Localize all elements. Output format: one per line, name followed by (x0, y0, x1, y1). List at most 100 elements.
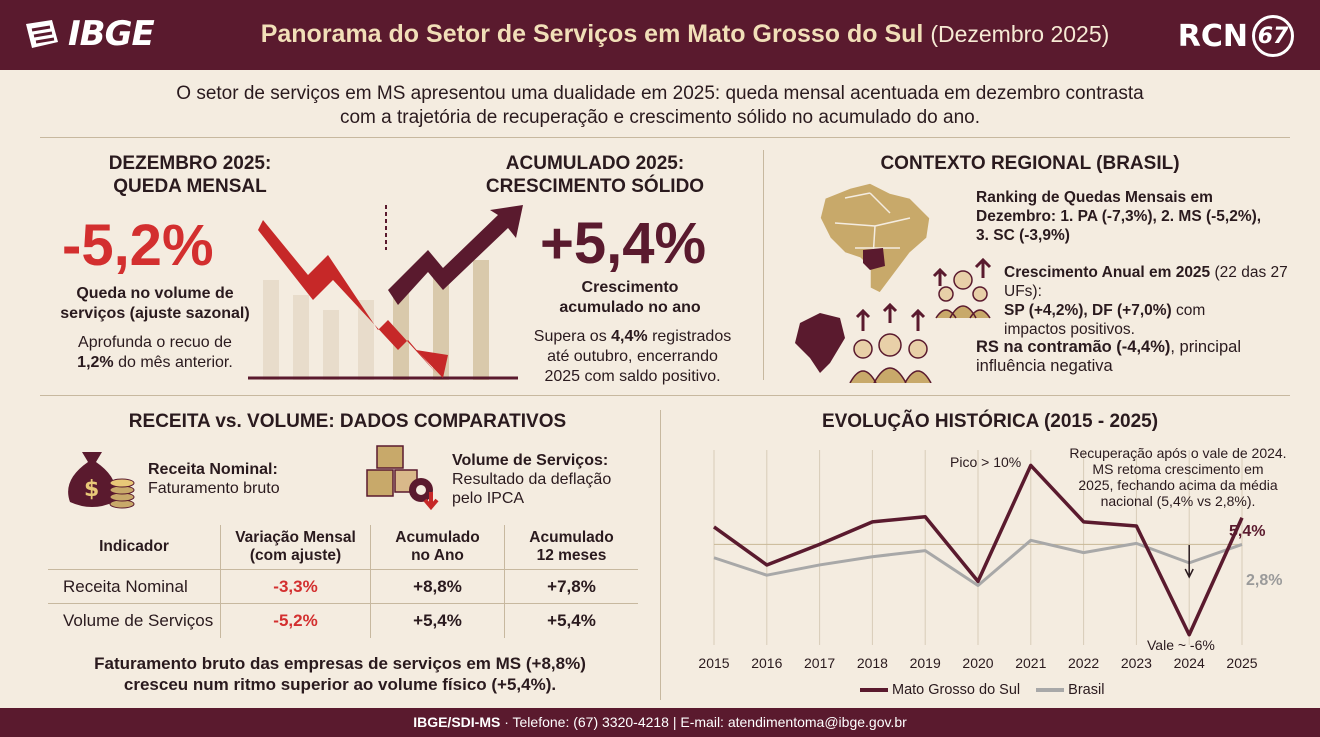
intro-line-2: com a trajetória de recuperação e cresci… (339, 107, 981, 128)
intro-line-1: O setor de serviços em MS apresentou uma… (176, 83, 1144, 104)
contexto-title: CONTEXTO REGIONAL (BRASIL) (880, 153, 1180, 174)
acumulado-note-line3: 2025 com saldo positivo. (544, 368, 721, 385)
ranking-line1: Ranking de Quedas Mensais em (976, 189, 1213, 206)
annotation-pico: Pico > 10% (950, 454, 1022, 470)
crescimento-rest: (22 das 27 UFs): (1004, 264, 1288, 300)
crescimento-text: Crescimento Anual em 2025 (22 das 27 UFs… (1004, 263, 1320, 339)
rcn-logo-text: RCN (1177, 18, 1248, 54)
legend-label-brasil: Brasil (1068, 682, 1105, 698)
table-header-row: Indicador Variação Mensal (com ajuste) Ac… (48, 525, 638, 570)
annotation-recuperacao: Recuperação após o vale de 2024. MS reto… (1058, 445, 1298, 509)
dezembro-desc: Queda no volume de serviços (ajuste sazo… (40, 284, 270, 324)
receita-summary: Faturamento bruto das empresas de serviç… (40, 653, 640, 695)
volume-desc-line2: pelo IPCA (452, 490, 525, 507)
x-tick-label: 2019 (910, 655, 941, 671)
annotation-recup-line3: 2025, fechando acima da média (1078, 477, 1278, 493)
table-cell-ano: +8,8% (370, 570, 504, 603)
volume-label: Volume de Serviços: (452, 452, 609, 469)
rcn-logo-number: 67 (1252, 15, 1294, 57)
annotation-vale: Vale ~ -6% (1147, 637, 1215, 653)
table-header-12meses-line2: 12 meses (536, 547, 607, 564)
receita-summary-line2: cresceu num ritmo superior ao volume fís… (123, 675, 557, 694)
legend-item-ms: Mato Grosso do Sul (860, 682, 1020, 698)
ibge-logo: IBGE (22, 14, 155, 54)
legend-label-ms: Mato Grosso do Sul (892, 682, 1021, 698)
receita-summary-line1: Faturamento bruto das empresas de serviç… (94, 654, 586, 673)
ibge-logo-text: IBGE (68, 14, 155, 54)
table-header-ano-line2: no Ano (411, 547, 464, 564)
x-tick-label: 2021 (1015, 655, 1046, 671)
ranking-text: Ranking de Quedas Mensais em Dezembro: 1… (976, 188, 1261, 245)
table-cell-name: Volume de Serviços (63, 611, 214, 630)
divider-vertical-bottom (660, 410, 661, 700)
table-cell-name: Receita Nominal (63, 576, 188, 596)
crescimento-line1: Crescimento Anual em 2025 (22 das 27 UFs… (1004, 263, 1320, 301)
dezembro-note-line1: Aprofunda o recuo de (78, 334, 232, 351)
people-growth-icon (932, 258, 992, 319)
rcn-logo: RCN 67 (1178, 15, 1294, 57)
table-cell-12meses: +7,8% (504, 570, 638, 603)
x-tick-label: 2018 (857, 655, 888, 671)
nominal-label: Receita Nominal: (148, 461, 278, 478)
header-bar: IBGE Panorama do Setor de Serviços em Ma… (0, 0, 1320, 70)
divider-vertical-top (763, 150, 764, 380)
acumulado-note-line1: Supera os 4,4% registrados (515, 327, 750, 347)
x-tick-label: 2023 (1121, 655, 1152, 671)
crescimento-line3: impactos positivos. (1004, 321, 1135, 338)
dezembro-note-bold: 1,2% (77, 354, 114, 371)
annotation-recup-line4: nacional (5,4% vs 2,8%). (1100, 493, 1256, 509)
rs-rest: , principal (1170, 338, 1241, 356)
crescimento-line2: SP (+4,2%), DF (+7,0%) com (1004, 301, 1320, 320)
up-arrow-icon (388, 205, 523, 305)
table-header-mensal-line2: (com ajuste) (249, 547, 342, 564)
rs-line2: influência negativa (976, 357, 1113, 375)
acumulado-note-post: registrados (647, 328, 732, 345)
x-tick-label: 2025 (1226, 655, 1257, 671)
nominal-desc: Faturamento bruto (148, 480, 280, 497)
rs-map-icon (795, 313, 845, 373)
crescimento-states: SP (+4,2%), DF (+7,0%) (1004, 302, 1172, 319)
acumulado-title: ACUMULADO 2025: CRESCIMENTO SÓLIDO (470, 152, 720, 198)
footer-bar: IBGE/SDI-MS · Telefone: (67) 3320-4218 |… (0, 708, 1320, 737)
table-header-ano-line1: Acumulado (395, 529, 480, 546)
legend-item-brasil: Brasil (1036, 682, 1104, 698)
annotation-recup-line2: MS retoma crescimento em (1092, 461, 1264, 477)
dezembro-note-line2: 1,2% do mês anterior. (40, 353, 270, 373)
crescimento-com: com (1171, 302, 1206, 319)
ranking-line2: Dezembro: 1. PA (-7,3%), 2. MS (-5,2%), (976, 208, 1262, 225)
footer-contact: · Telefone: (67) 3320-4218 | E-mail: ate… (500, 714, 907, 730)
table-cell-12meses: +5,4% (504, 604, 638, 638)
divider-top (40, 137, 1290, 138)
intro-text: O setor de serviços em MS apresentou uma… (70, 82, 1250, 130)
money-bag-icon: $ (68, 452, 135, 509)
divider-middle (40, 395, 1290, 396)
acumulado-note: Supera os 4,4% registrados até outubro, … (515, 327, 750, 387)
svg-text:$: $ (84, 477, 99, 502)
dezembro-note-rest: do mês anterior. (113, 354, 233, 371)
table-cell-ano: +5,4% (370, 604, 504, 638)
x-tick-label: 2017 (804, 655, 835, 671)
chart-title: EVOLUÇÃO HISTÓRICA (2015 - 2025) (821, 411, 1159, 432)
table-header-indicador: Indicador (99, 538, 169, 555)
dezembro-title: DEZEMBRO 2025: QUEDA MENSAL (70, 152, 310, 198)
volume-text: Volume de Serviços: Resultado da deflaçã… (452, 451, 611, 508)
table-cell-mensal: -5,2% (220, 604, 370, 638)
table-header-mensal: Variação Mensal (com ajuste) (220, 525, 370, 569)
acumulado-note-bold: 4,4% (611, 328, 648, 345)
annotation-br-end: 2,8% (1246, 572, 1283, 589)
page-title: Panorama do Setor de Serviços em Mato Gr… (0, 20, 1320, 49)
dezembro-value: -5,2% (62, 213, 214, 278)
acumulado-desc-line1: Crescimento (581, 279, 679, 296)
page-title-sub: (Dezembro 2025) (930, 21, 1110, 47)
page-title-main: Panorama do Setor de Serviços em Mato Gr… (260, 20, 924, 48)
x-tick-label: 2015 (698, 655, 729, 671)
rs-bold: RS na contramão (-4,4%) (976, 338, 1171, 356)
dezembro-desc-line1: Queda no volume de (76, 285, 234, 302)
trend-arrows-illustration (248, 205, 523, 380)
receita-title: RECEITA vs. VOLUME: DADOS COMPARATIVOS (128, 411, 567, 432)
people-group-icon (849, 303, 932, 383)
x-tick-label: 2016 (751, 655, 782, 671)
table-header-ano: Acumulado no Ano (370, 525, 504, 569)
table-header-mensal-line1: Variação Mensal (235, 529, 356, 546)
annotation-arrow-icon (1184, 545, 1194, 579)
